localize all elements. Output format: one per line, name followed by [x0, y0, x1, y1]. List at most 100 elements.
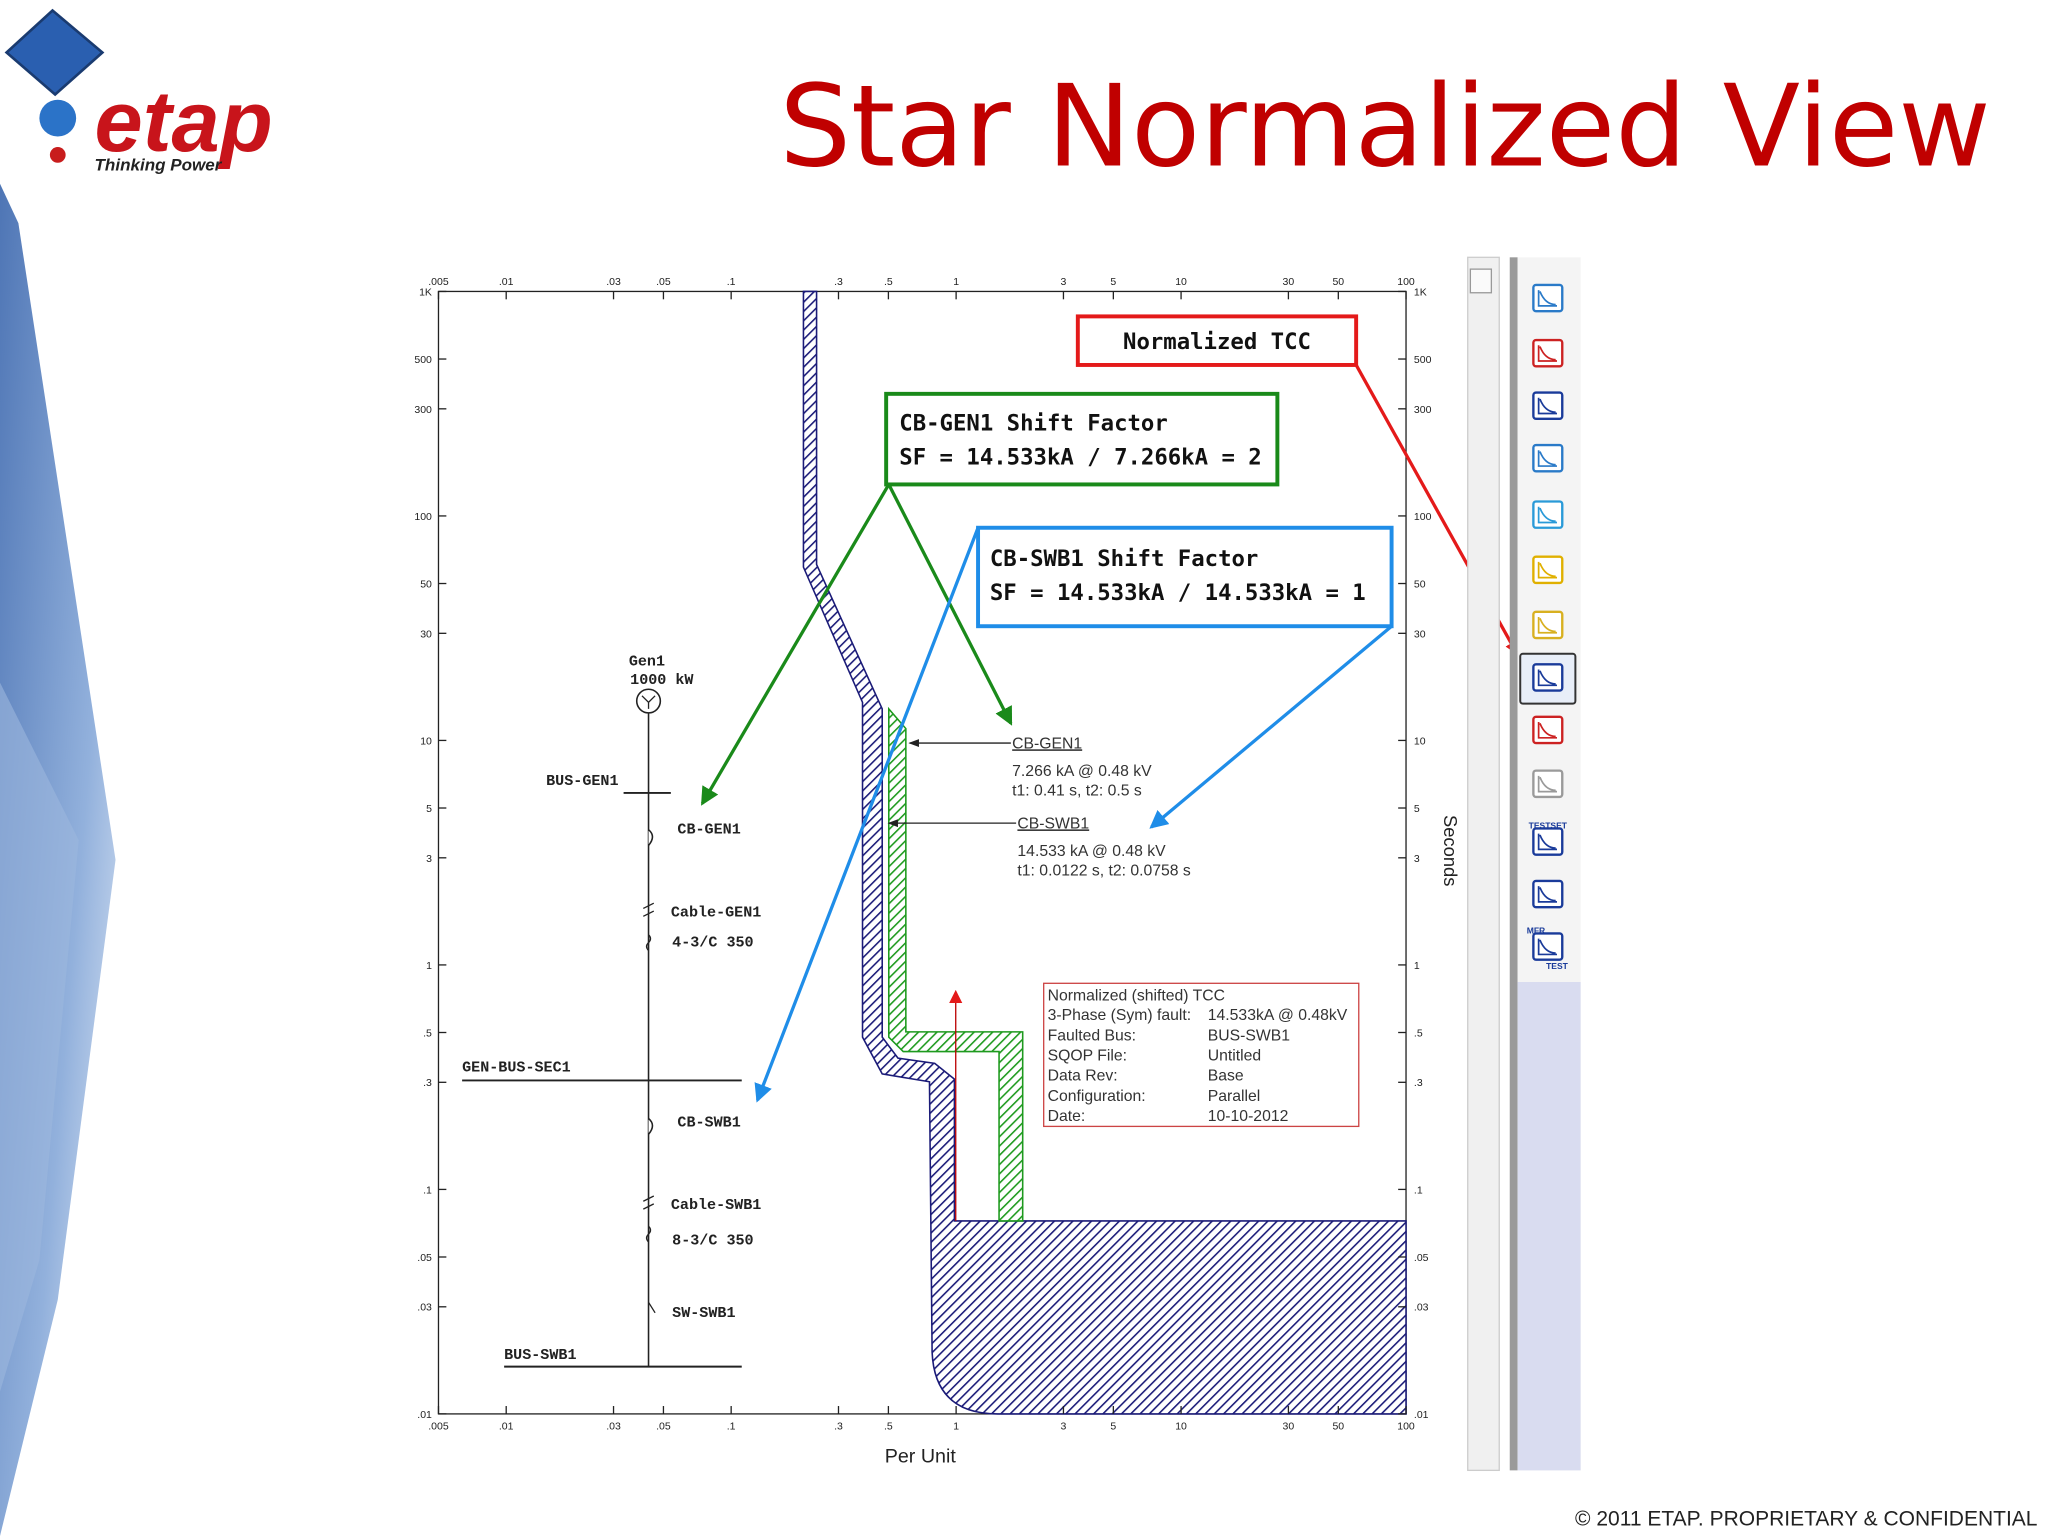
x-tick-label: .03: [606, 276, 621, 288]
y-tick-label: 500: [1414, 354, 1432, 366]
info-key: Configuration:: [1048, 1088, 1146, 1105]
callout-text: SF = 14.533kA / 7.266kA = 2: [899, 445, 1261, 471]
toolbar-edge: [1509, 257, 1518, 1471]
x-tick-label: 5: [1110, 1421, 1116, 1433]
toolbar-icon-body: [1532, 769, 1564, 799]
x-tick-label: 30: [1283, 1421, 1295, 1433]
toolbar-icon-glyph: [1537, 561, 1558, 579]
toolbar-icon[interactable]: [1532, 827, 1564, 856]
info-value: Parallel: [1208, 1088, 1261, 1105]
toolbar-icon[interactable]: [1532, 663, 1564, 692]
curve-detail: t1: 0.41 s, t2: 0.5 s: [1012, 783, 1142, 800]
x-tick-label: .03: [606, 1421, 621, 1433]
toolbar-icon[interactable]: [1532, 879, 1564, 909]
curve-label: CB-GEN1: [1012, 735, 1082, 752]
info-value: 14.533kA @ 0.48kV: [1208, 1007, 1348, 1024]
toolbar-icon[interactable]: [1532, 932, 1564, 961]
toolbar-icon[interactable]: [1532, 338, 1564, 368]
toolbar-icon[interactable]: [1532, 391, 1564, 420]
y-tick-label: 100: [1414, 511, 1432, 523]
y-tick-label: 500: [414, 354, 432, 366]
y-tick-label: .03: [417, 1302, 432, 1314]
gen1-curve-band: [802, 290, 1407, 1415]
y-tick-label: .1: [423, 1184, 432, 1196]
toolbar-icon-glyph: [1537, 833, 1558, 851]
info-key: Data Rev:: [1048, 1068, 1118, 1085]
x-tick-label: .005: [428, 1421, 449, 1433]
y-tick-label: 30: [420, 628, 432, 640]
toolbar: TESTSET MFR TEST: [1467, 256, 1581, 1472]
x-tick-label: 3: [1061, 1421, 1067, 1433]
info-key: 3-Phase (Sym) fault:: [1048, 1007, 1192, 1024]
toolbar-icon-body: [1532, 443, 1564, 473]
logo: etap Thinking Power: [4, 8, 273, 175]
toolbar-icon-glyph: [1537, 290, 1558, 307]
toolbar-icon-body: [1532, 283, 1564, 313]
gen-name: Gen1: [629, 653, 665, 671]
toolbar-panel: [1517, 981, 1581, 1471]
x-tick-label: .5: [884, 276, 893, 288]
info-value: Base: [1208, 1068, 1244, 1085]
x-tick-label: 1: [953, 1421, 959, 1433]
x-tick-label: 10: [1175, 1421, 1187, 1433]
x-tick-label: .01: [499, 1421, 514, 1433]
info-key: Date:: [1048, 1108, 1086, 1125]
x-tick-label: 10: [1175, 276, 1187, 288]
y-tick-label: 5: [1414, 803, 1420, 815]
toolbar-icon-body: [1532, 932, 1564, 961]
y-tick-label: .03: [1414, 1302, 1429, 1314]
toolbar-icon-glyph: [1537, 345, 1558, 362]
x-tick-label: .01: [499, 276, 514, 288]
y-tick-label: 50: [420, 578, 432, 590]
toolbar-icon-body: [1532, 663, 1564, 692]
callout-text: CB-GEN1 Shift Factor: [899, 411, 1167, 437]
toolbar-icon-body: [1532, 827, 1564, 856]
callout-arrow: [754, 527, 980, 1103]
callout-arrow: [1149, 624, 1393, 829]
switch-label: SW-SWB1: [672, 1304, 735, 1322]
y-tick-label: 300: [1414, 404, 1432, 416]
y-tick-label: .5: [423, 1027, 432, 1039]
toolbar-icon-glyph: [1537, 397, 1558, 415]
x-tick-label: .5: [884, 1421, 893, 1433]
toolbar-icon[interactable]: [1532, 715, 1564, 745]
toolbar-icon[interactable]: [1532, 769, 1564, 799]
toolbar-icon-glyph: [1537, 886, 1558, 903]
callouts: Normalized TCC CB-GEN1 Shift Factor SF =…: [700, 314, 1518, 1103]
callout-arrow: [700, 483, 891, 806]
curve-detail: t1: 0.0122 s, t2: 0.0758 s: [1017, 863, 1190, 880]
toolbar-caption: TESTSET: [1529, 820, 1568, 830]
cable-size: 4-3/C 350: [672, 934, 753, 952]
toolbar-caption: MFR: [1527, 925, 1545, 935]
slide-title: Star Normalized View: [779, 60, 1990, 192]
x-tick-label: 100: [1397, 1421, 1415, 1433]
y-tick-label: 3: [426, 853, 432, 865]
callout-box: [1075, 314, 1359, 367]
side-decoration: [0, 682, 79, 1392]
curve-label: CB-SWB1: [1017, 815, 1089, 832]
toolbar-icon-glyph: [1537, 669, 1558, 687]
toolbar-icon[interactable]: [1532, 555, 1564, 585]
bus-label: BUS-GEN1: [546, 772, 618, 790]
y-axis-label: Seconds: [1440, 815, 1461, 886]
curve-detail: 7.266 kA @ 0.48 kV: [1012, 763, 1152, 780]
y-tick-label: 10: [420, 735, 432, 747]
y-tick-label: .01: [417, 1409, 432, 1421]
cable-label: Cable-GEN1: [671, 903, 761, 921]
toolbar-icon[interactable]: [1532, 283, 1564, 313]
callout-box: [884, 391, 1280, 487]
gen-rating: 1000 kW: [630, 671, 694, 689]
y-tick-label: .5: [1414, 1027, 1423, 1039]
x-tick-label: 100: [1397, 276, 1415, 288]
x-axis-label: Per Unit: [885, 1445, 957, 1467]
toolbar-icon[interactable]: [1532, 443, 1564, 473]
y-tick-label: 300: [414, 404, 432, 416]
scroll-thumb[interactable]: [1469, 268, 1493, 294]
info-key: Faulted Bus:: [1048, 1027, 1136, 1044]
toolbar-icon[interactable]: [1532, 500, 1564, 529]
bus-label: GEN-BUS-SEC1: [462, 1058, 571, 1076]
toolbar-icon[interactable]: [1532, 610, 1564, 640]
y-tick-label: 5: [426, 803, 432, 815]
toolbar-icon-glyph: [1537, 938, 1558, 956]
cable-label: Cable-SWB1: [671, 1196, 761, 1214]
